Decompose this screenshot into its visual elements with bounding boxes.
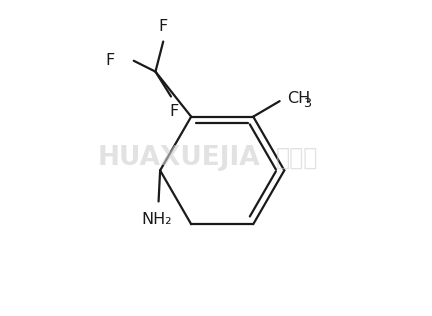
Text: F: F [159, 19, 168, 34]
Text: F: F [169, 104, 179, 119]
Text: CH: CH [287, 90, 311, 106]
Text: 化学加: 化学加 [276, 146, 318, 170]
Text: 3: 3 [303, 97, 311, 110]
Text: HUAXUEJIA: HUAXUEJIA [98, 145, 260, 171]
Text: NH₂: NH₂ [142, 212, 172, 227]
Text: F: F [105, 53, 114, 68]
